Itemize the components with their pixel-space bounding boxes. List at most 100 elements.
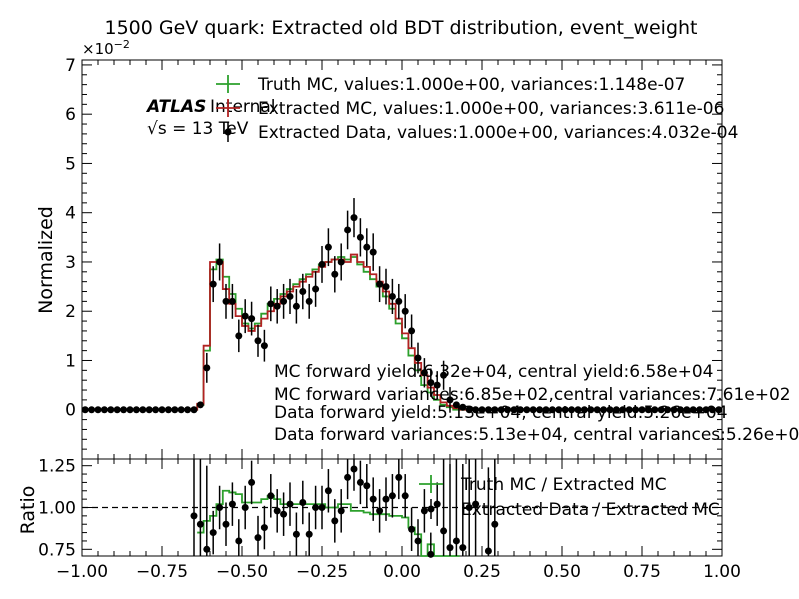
ratio-y-tick-label: 1.25 bbox=[38, 457, 76, 477]
data-point bbox=[696, 406, 704, 414]
ratio-point bbox=[472, 500, 480, 508]
data-point bbox=[478, 406, 486, 414]
main-y-tick-label: 4 bbox=[65, 204, 76, 224]
data-point bbox=[440, 371, 448, 379]
data-point bbox=[126, 406, 134, 414]
main-y-tick-label: 0 bbox=[65, 401, 76, 421]
ratio-legend-entry-1-swatch-dot bbox=[427, 505, 435, 513]
ratio-point bbox=[395, 473, 403, 481]
data-point bbox=[235, 332, 243, 340]
ratio-point bbox=[491, 520, 499, 528]
ratio-point bbox=[414, 537, 422, 545]
data-point bbox=[324, 243, 332, 251]
legend-entry-2-label: Extracted Data, values:1.000e+00, varian… bbox=[258, 123, 738, 143]
ratio-point bbox=[337, 507, 345, 515]
ratio-point bbox=[427, 550, 435, 558]
x-tick-label: −0.25 bbox=[296, 562, 348, 582]
ratio-y-tick-label: 1.00 bbox=[38, 499, 76, 519]
ratio-point bbox=[388, 492, 396, 500]
data-point bbox=[152, 406, 160, 414]
ratio-point bbox=[241, 504, 249, 511]
data-point bbox=[446, 396, 454, 404]
ratio-point bbox=[420, 507, 428, 515]
data-point bbox=[337, 258, 345, 266]
ratio-point bbox=[235, 537, 243, 545]
data-point bbox=[523, 406, 531, 414]
data-point bbox=[203, 364, 211, 372]
x-tick-label: 0.25 bbox=[463, 562, 501, 582]
data-point bbox=[228, 297, 236, 305]
ratio-point bbox=[254, 534, 262, 542]
legend-entry-1-label: Extracted MC, values:1.000e+00, variance… bbox=[258, 99, 724, 119]
data-point bbox=[120, 406, 128, 414]
data-point bbox=[241, 312, 249, 320]
data-point bbox=[254, 337, 262, 345]
data-point bbox=[555, 406, 563, 414]
data-point bbox=[465, 406, 473, 414]
x-tick-label: −0.75 bbox=[136, 562, 188, 582]
legend-entry-2-swatch-dot bbox=[224, 128, 232, 136]
data-point bbox=[676, 406, 684, 414]
ratio-point bbox=[376, 507, 384, 515]
data-point bbox=[644, 406, 652, 414]
data-point bbox=[651, 406, 659, 414]
data-point bbox=[612, 406, 620, 414]
data-point bbox=[267, 300, 275, 308]
data-point bbox=[305, 297, 313, 305]
ratio-legend-entry-0-label: Truth MC / Extracted MC bbox=[460, 475, 667, 495]
data-point bbox=[600, 406, 608, 414]
data-point bbox=[484, 406, 492, 414]
ratio-point bbox=[267, 492, 275, 500]
data-point bbox=[350, 214, 358, 222]
ratio-point bbox=[363, 482, 371, 490]
ratio-point bbox=[331, 517, 339, 525]
atlas-status-label: Internal bbox=[210, 97, 276, 117]
data-point bbox=[260, 342, 268, 350]
ratio-point bbox=[318, 504, 326, 511]
data-point bbox=[516, 406, 524, 414]
main-y-tick-label: 7 bbox=[65, 56, 76, 76]
ratio-point bbox=[324, 487, 332, 495]
data-point bbox=[689, 406, 697, 414]
data-point bbox=[395, 297, 403, 305]
annotation-mc-yield: MC forward yield:6.32e+04, central yield… bbox=[274, 362, 713, 382]
data-point bbox=[536, 406, 544, 414]
x-tick-label: 0.00 bbox=[383, 562, 421, 582]
data-point bbox=[331, 270, 339, 278]
data-point bbox=[113, 406, 121, 414]
data-point bbox=[88, 406, 96, 414]
data-point bbox=[363, 243, 371, 251]
data-point bbox=[292, 302, 300, 310]
data-point bbox=[657, 406, 665, 414]
main-y-tick-label: 1 bbox=[65, 351, 76, 371]
ratio-point bbox=[248, 478, 256, 486]
data-point bbox=[638, 406, 646, 414]
main-y-tick-label: 5 bbox=[65, 154, 76, 174]
ratio-point bbox=[312, 504, 320, 511]
data-point bbox=[299, 288, 307, 296]
data-point bbox=[683, 406, 691, 414]
data-point bbox=[568, 406, 576, 414]
main-series-layer bbox=[81, 198, 723, 414]
data-point bbox=[196, 401, 204, 409]
data-point bbox=[427, 379, 435, 387]
data-point bbox=[312, 285, 320, 293]
ratio-point bbox=[433, 500, 441, 508]
energy-label: √s = 13 TeV bbox=[147, 119, 249, 139]
data-point bbox=[171, 406, 179, 414]
data-point bbox=[670, 406, 678, 414]
ratio-point bbox=[273, 507, 281, 515]
legend-layer: Truth MC, values:1.000e+00, variances:1.… bbox=[216, 75, 738, 520]
data-point bbox=[356, 233, 364, 241]
data-point bbox=[625, 406, 633, 414]
ratio-point bbox=[440, 527, 448, 535]
ratio-point bbox=[350, 465, 358, 473]
data-point bbox=[100, 406, 108, 414]
data-point bbox=[702, 406, 710, 414]
ratio-point bbox=[228, 500, 236, 508]
ratio-point bbox=[382, 495, 390, 503]
data-point bbox=[561, 406, 569, 414]
data-point bbox=[388, 292, 396, 300]
main-y-tick-label: 2 bbox=[65, 302, 76, 322]
ratio-y-tick-label: 0.75 bbox=[38, 540, 76, 560]
